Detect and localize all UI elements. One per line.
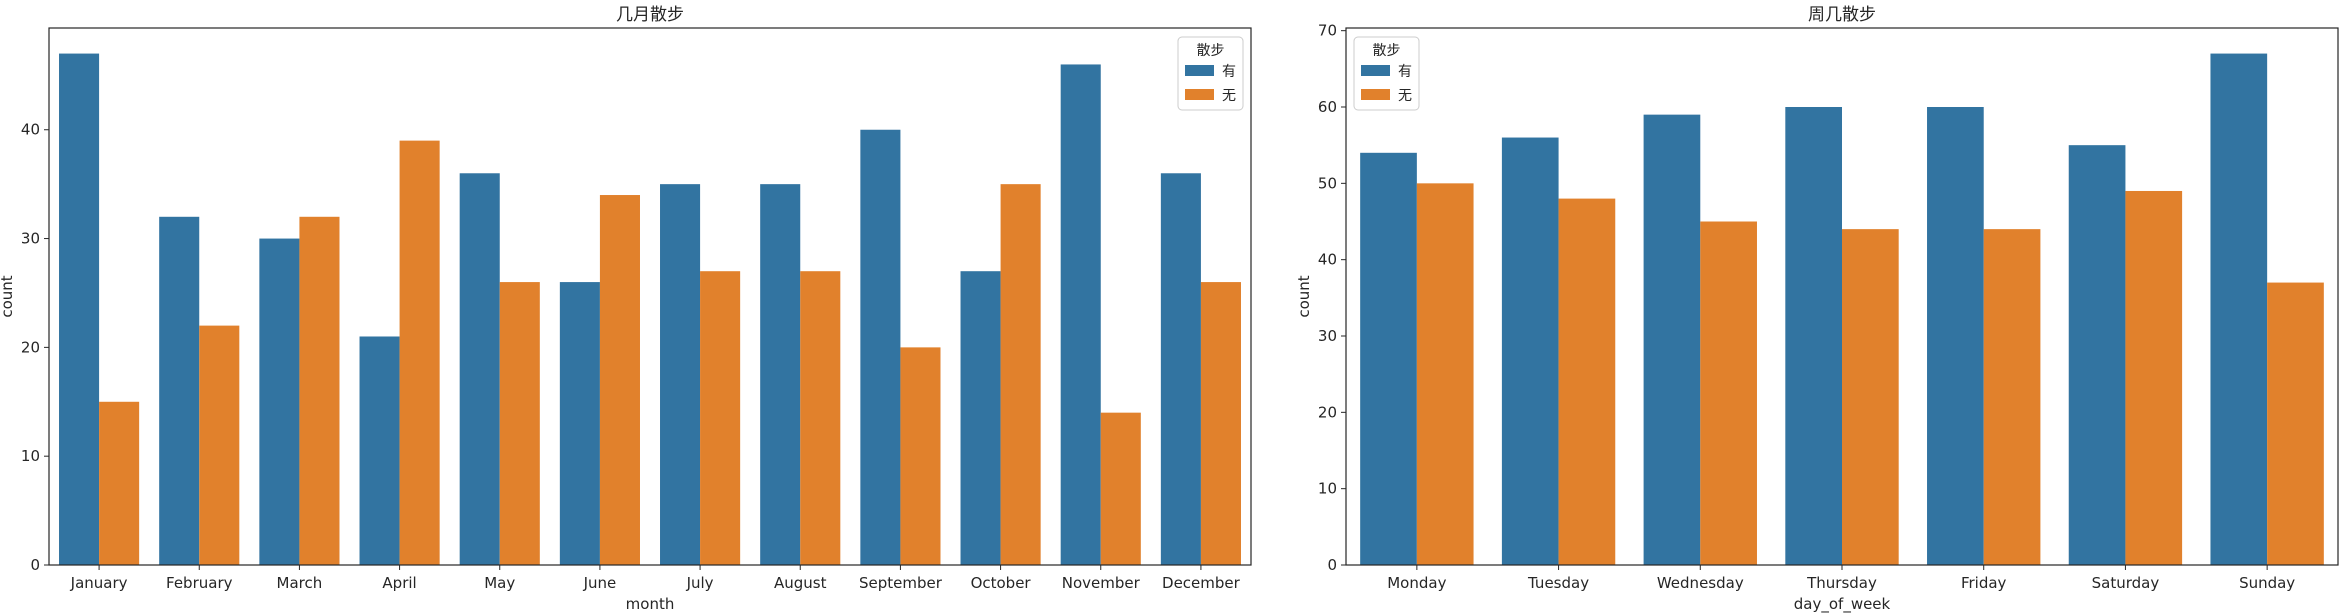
y-tick-label: 10 (1318, 480, 1337, 498)
chart-panel-2: 周几散步 Monday Tuesday Wednesday Thursday Friday… (1295, 5, 2339, 614)
y-tick-label: 20 (21, 338, 40, 356)
bar-no-november (1100, 412, 1141, 565)
y-tick-label: 70 (1318, 22, 1337, 40)
x-tick-label: Monday (1387, 574, 1446, 592)
bar-yes-june (559, 282, 600, 565)
bar-yes-saturday (2068, 145, 2126, 566)
x-tick-label: January (70, 574, 128, 592)
bar-no-february (199, 325, 240, 565)
legend-entry-label: 有 (1222, 64, 1236, 80)
chart-panel-1: 几月散步 January February March April May June July… (0, 5, 1252, 613)
bar-no-thursday (1842, 229, 1899, 565)
legend-entry-label: 无 (1222, 88, 1236, 104)
bar-yes-october (960, 271, 1001, 565)
y-tick-label: 30 (1318, 327, 1337, 345)
legend-entry-label: 有 (1398, 64, 1412, 80)
bar-no-april (399, 140, 440, 565)
chart-title: 几月散步 (616, 5, 684, 25)
x-tick-label: Tuesday (1527, 574, 1589, 592)
x-tick-label: August (774, 574, 827, 592)
x-tick-label: September (859, 574, 943, 592)
bar-no-october (1000, 184, 1041, 565)
legend-swatch-no (1361, 89, 1390, 100)
y-tick-label: 20 (1318, 403, 1337, 421)
bar-no-august (800, 271, 841, 565)
legend-title: 散步 (1373, 43, 1401, 59)
bar-yes-january (59, 53, 100, 565)
bar-no-may (499, 282, 540, 565)
y-axis-label: count (0, 275, 16, 317)
bar-no-monday (1416, 183, 1474, 565)
bar-yes-thursday (1785, 107, 1842, 565)
legend-entry-label: 无 (1398, 88, 1412, 104)
x-axis-label: month (626, 595, 675, 613)
x-axis-label: day_of_week (1794, 595, 1891, 614)
legend-title: 散步 (1197, 43, 1225, 59)
x-tick-label: February (166, 574, 233, 592)
x-tick-label: Wednesday (1657, 574, 1744, 592)
x-tick-label: October (971, 574, 1032, 592)
x-tick-label: Sunday (2239, 574, 2295, 592)
bar-no-wednesday (1700, 221, 1757, 565)
bar-no-friday (1983, 229, 2041, 565)
x-tick-label: Friday (1961, 574, 2007, 592)
bar-no-tuesday (1558, 198, 1616, 565)
bar-yes-may (459, 173, 500, 565)
x-tick-label: April (382, 574, 416, 592)
bar-yes-february (159, 216, 200, 566)
bar-yes-march (259, 238, 300, 565)
axes-frame (48, 27, 1252, 566)
x-tick-label: Thursday (1806, 574, 1877, 592)
bar-yes-august (760, 184, 801, 565)
y-tick-label: 10 (21, 447, 40, 465)
bar-no-sunday (2267, 282, 2324, 565)
bar-no-march (299, 216, 340, 566)
bar-yes-monday (1360, 152, 1417, 566)
legend-swatch-yes (1361, 65, 1390, 76)
x-tick-label: July (686, 574, 714, 592)
bar-no-june (599, 195, 640, 565)
bar-yes-december (1160, 173, 1201, 565)
x-tick-label: Saturday (2092, 574, 2160, 592)
legend-swatch-yes (1185, 65, 1214, 76)
y-tick-label: 40 (1318, 251, 1337, 269)
bar-yes-september (860, 129, 901, 566)
bar-yes-april (359, 336, 400, 565)
bar-yes-sunday (2210, 53, 2268, 565)
y-tick-label: 60 (1318, 98, 1337, 116)
y-tick-label: 0 (1327, 556, 1337, 574)
bar-no-september (900, 347, 941, 565)
y-tick-label: 0 (30, 556, 40, 574)
bar-yes-wednesday (1643, 114, 1701, 565)
y-tick-label: 50 (1318, 174, 1337, 192)
x-tick-label: May (484, 574, 515, 592)
bar-no-january (99, 401, 140, 565)
bar-yes-tuesday (1501, 137, 1559, 566)
bar-no-december (1200, 282, 1241, 565)
bar-yes-july (660, 184, 701, 565)
bar-yes-november (1060, 64, 1101, 565)
y-tick-label: 40 (21, 121, 40, 139)
chart-title: 周几散步 (1808, 5, 1876, 25)
bar-no-saturday (2125, 190, 2183, 565)
y-tick-label: 30 (21, 230, 40, 248)
x-tick-label: November (1062, 574, 1141, 592)
x-tick-label: December (1162, 574, 1241, 592)
bar-no-july (700, 271, 741, 565)
x-tick-label: March (277, 574, 323, 592)
x-tick-label: June (583, 574, 617, 592)
bar-yes-friday (1927, 107, 1984, 565)
y-axis-label: count (1295, 275, 1313, 317)
legend-swatch-no (1185, 89, 1214, 100)
